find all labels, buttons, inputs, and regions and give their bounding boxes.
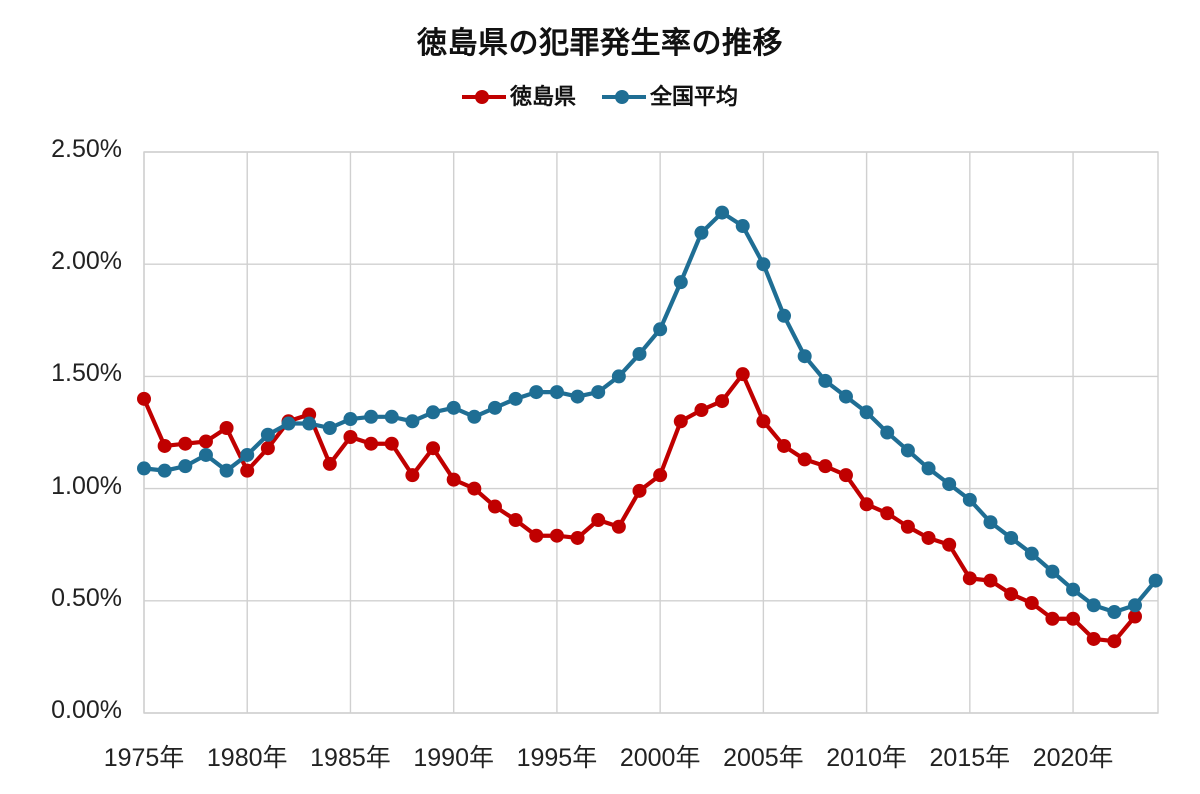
legend-marker-national-average-icon <box>602 88 646 106</box>
chart-title: 徳島県の犯罪発生率の推移 <box>417 27 783 60</box>
x-tick-label: 2020年 <box>1032 744 1114 772</box>
y-tick-label: 2.00% <box>51 247 122 276</box>
x-tick-label: 2005年 <box>723 744 804 772</box>
y-tick-label: 2.50% <box>51 135 122 163</box>
legend-label-tokushima: 徳島県 <box>509 84 576 109</box>
legend-item-tokushima[interactable]: 徳島県 <box>461 84 576 109</box>
x-tick-label: 1995年 <box>516 744 598 772</box>
legend-label-national-average: 全国平均 <box>650 84 739 109</box>
x-tick-label: 1980年 <box>206 744 288 772</box>
chart-legend: 徳島県 全国平均 <box>0 86 1200 108</box>
legend-item-national-average[interactable]: 全国平均 <box>602 86 738 108</box>
y-tick-label: 0.50% <box>51 583 122 612</box>
legend-marker-tokushima-icon <box>461 88 506 106</box>
x-tick-label: 1985年 <box>310 744 391 772</box>
x-tick-label: 2000年 <box>619 744 701 772</box>
x-tick-label: 1975年 <box>103 744 185 772</box>
y-tick-label: 1.00% <box>51 471 122 500</box>
y-tick-label: 1.50% <box>51 359 122 388</box>
x-tick-label: 2015年 <box>929 744 1011 772</box>
x-tick-label: 2010年 <box>826 744 907 772</box>
y-tick-label: 0.00% <box>51 696 122 724</box>
x-tick-label: 1990年 <box>413 744 494 772</box>
